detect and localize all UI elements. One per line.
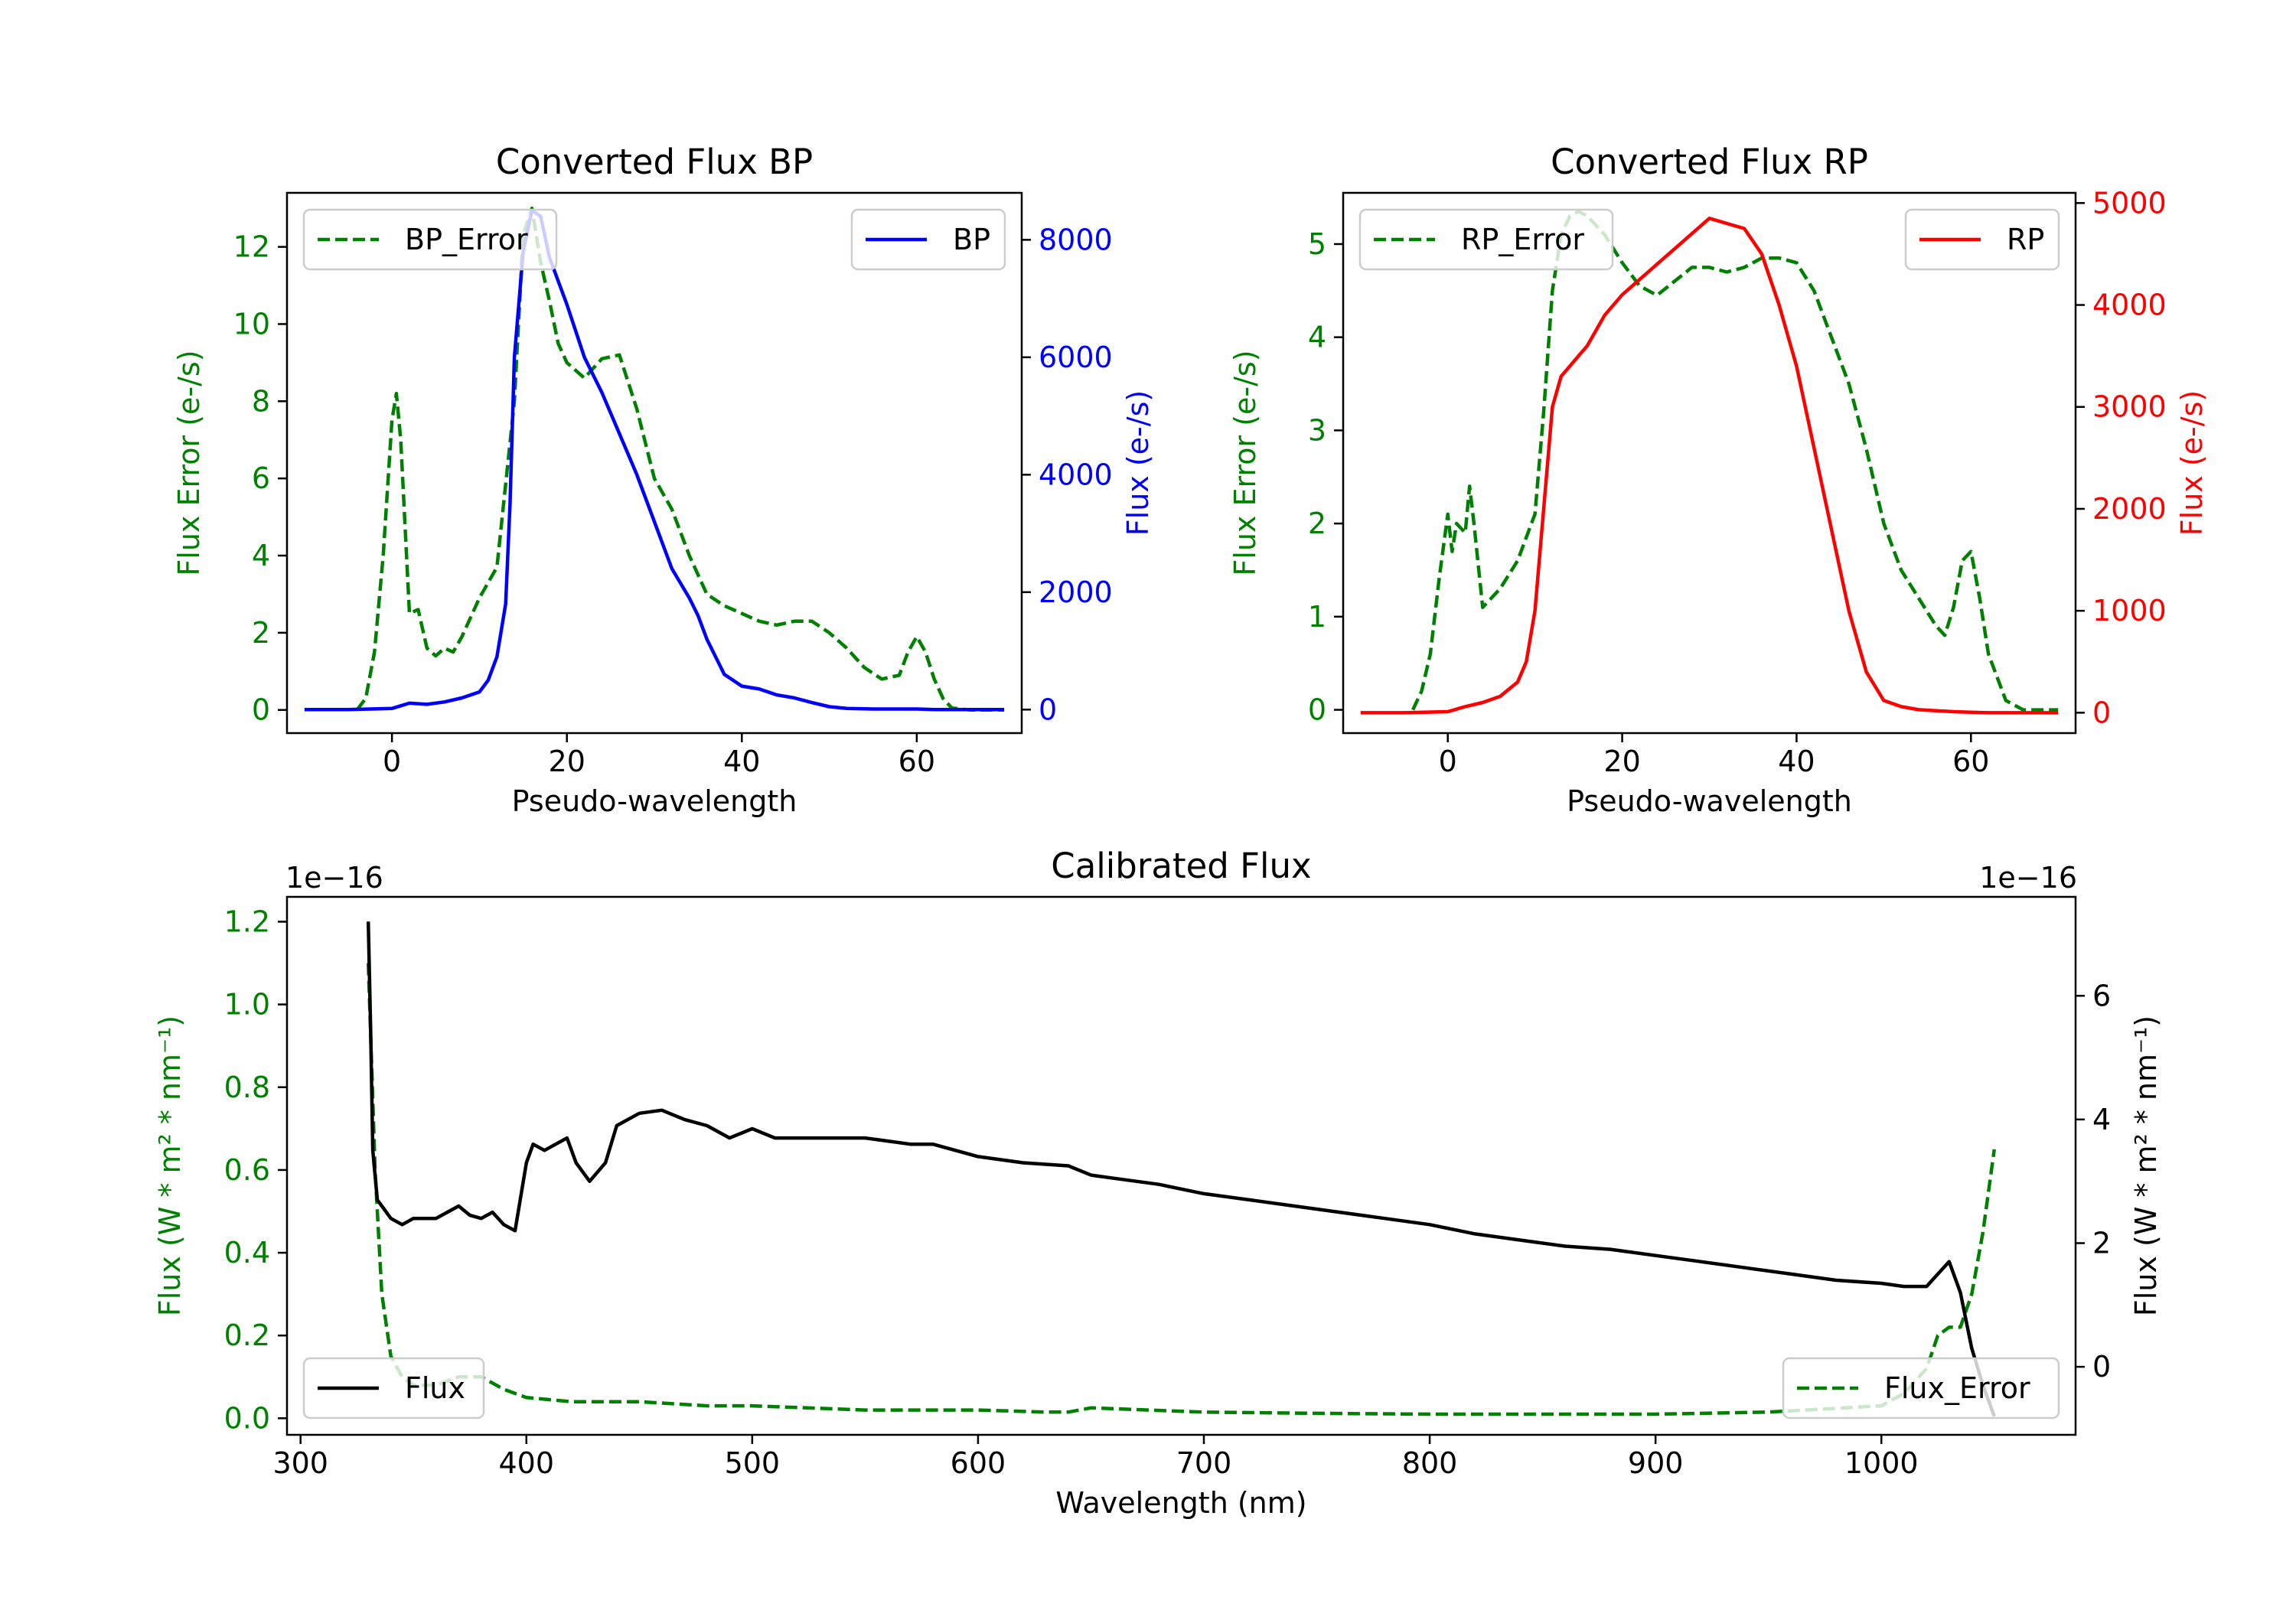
bp-legend-box (850, 208, 1006, 271)
rp-y-right-tick-label: 5000 (2092, 186, 2167, 220)
bp-y-right-tick-label: 8000 (1039, 223, 1113, 256)
bp-y-left-tick-label: 2 (252, 616, 270, 650)
calibrated-y-right-tick-label: 6 (2092, 979, 2111, 1012)
rp-legend-right: RP (1904, 208, 2060, 271)
rp-title: Converted Flux RP (1551, 142, 1868, 182)
rp-x-tick-label: 60 (1952, 745, 1989, 778)
bp-x-label: Pseudo-wavelength (512, 784, 797, 818)
rp-legend-label: RP (2007, 223, 2044, 256)
calibrated-y-right-tick-label: 4 (2092, 1103, 2111, 1136)
calibrated-legend-left: Flux (302, 1357, 485, 1420)
bp-title: Converted Flux BP (496, 142, 813, 182)
rp-y-right-label: Flux (e-/s) (2175, 390, 2209, 536)
rp-y-left-tick-label: 5 (1308, 227, 1326, 261)
calibrated-x-tick-label: 800 (1402, 1446, 1458, 1480)
bp-legend-label: BP_Error (405, 223, 528, 256)
rp-y-right-tick-label: 0 (2092, 696, 2111, 729)
rp-y-right-tick-label: 3000 (2092, 390, 2167, 424)
calibrated-x-tick-label: 400 (499, 1446, 555, 1480)
rp-series-rp (1360, 217, 2059, 715)
rp-y-right-tick-label: 2000 (2092, 492, 2167, 526)
rp-y-left-tick-label: 0 (1308, 693, 1326, 727)
calibrated-y-left-tick-label: 0.6 (224, 1153, 270, 1187)
calibrated-legend-label: Flux_Error (1884, 1371, 2030, 1405)
bp-y-left-tick-label: 0 (252, 693, 270, 727)
rp-axes-frame (1342, 191, 2077, 735)
calibrated-y-left-tick-label: 0.4 (224, 1236, 270, 1270)
bp-x-tick-label: 20 (549, 745, 585, 778)
calibrated-x-tick-label: 600 (951, 1446, 1006, 1480)
calibrated-offset-left: 1e−16 (285, 861, 383, 895)
bp-y-left-tick-label: 8 (252, 384, 270, 418)
calibrated-y-left-tick-label: 1.0 (224, 988, 270, 1022)
bp-x-tick-label: 0 (383, 745, 401, 778)
calibrated-y-left-label: Flux (W * m² * nm⁻¹) (153, 1015, 187, 1316)
calibrated-y-left-tick-label: 0.2 (224, 1319, 270, 1352)
bp-y-left-label: Flux Error (e-/s) (172, 350, 206, 575)
calibrated-x-tick-label: 300 (272, 1446, 328, 1480)
calibrated-x-tick-label: 1000 (1844, 1446, 1919, 1480)
calibrated-y-left-tick-label: 1.2 (224, 905, 270, 938)
bp-x-tick-label: 60 (899, 745, 935, 778)
calibrated-chart: 300 400 500 600 700 800 900 1000 0.0 0.2 0.4 0.6 0.8… (153, 846, 2163, 1520)
bp-y-right-tick-label: 6000 (1039, 341, 1113, 374)
bp-legend-left: BP_Error (302, 208, 558, 271)
rp-x-tick-label: 20 (1603, 745, 1640, 778)
rp-series-rp-error (1411, 210, 2059, 712)
calibrated-title: Calibrated Flux (1051, 846, 1311, 886)
bp-x-tick-label: 40 (723, 745, 760, 778)
rp-y-right-tick-label: 4000 (2092, 288, 2167, 322)
rp-y-left-label: Flux Error (e-/s) (1228, 350, 1262, 575)
calibrated-y-left-tick-label: 0.0 (224, 1401, 270, 1435)
calibrated-x-label: Wavelength (nm) (1055, 1486, 1306, 1520)
rp-y-left-tick-label: 2 (1308, 507, 1326, 540)
bp-legend-right: BP (850, 208, 1006, 271)
rp-x-tick-label: 0 (1439, 745, 1457, 778)
bp-y-left-tick-label: 6 (252, 461, 270, 495)
bp-y-left-tick-label: 10 (233, 307, 270, 341)
calibrated-series-flux (366, 921, 1996, 1417)
rp-chart: 0 20 40 60 0 1 2 3 4 5 0 1000 2000 3000 4000 5000 Conver… (1228, 142, 2209, 818)
rp-legend-label: RP_Error (1461, 223, 1584, 256)
calibrated-axes-frame (285, 895, 2077, 1436)
calibrated-legend-box (1782, 1357, 2060, 1420)
bp-legend-label: BP (953, 223, 990, 256)
bp-y-right-label: Flux (e-/s) (1121, 390, 1155, 536)
bp-axes-frame (285, 191, 1023, 735)
bp-y-right-tick-label: 0 (1039, 693, 1057, 726)
calibrated-x-tick-label: 700 (1176, 1446, 1232, 1480)
rp-legend-box (1904, 208, 2060, 271)
calibrated-offset-right: 1e−16 (1979, 861, 2077, 895)
bp-chart: 0 20 40 60 0 2 4 6 8 10 12 0 2000 4000 6000 8000 Convert… (172, 142, 1155, 818)
rp-y-left-tick-label: 1 (1308, 600, 1326, 634)
calibrated-y-left-tick-label: 0.8 (224, 1071, 270, 1104)
bp-y-left-tick-label: 4 (252, 539, 270, 572)
bp-series-bp (304, 208, 1005, 712)
calibrated-legend-box (302, 1357, 485, 1420)
bp-y-right-tick-label: 2000 (1039, 575, 1113, 609)
bp-legend-box (302, 208, 558, 271)
bp-y-left-tick-label: 12 (233, 230, 270, 264)
bp-series-bp-error (355, 206, 1005, 712)
calibrated-y-right-label: Flux (W * m² * nm⁻¹) (2129, 1015, 2163, 1316)
bp-y-right-tick-label: 4000 (1039, 458, 1113, 491)
rp-x-label: Pseudo-wavelength (1567, 784, 1852, 818)
calibrated-legend-label: Flux (405, 1371, 465, 1405)
rp-legend-left: RP_Error (1358, 208, 1614, 271)
calibrated-x-tick-label: 900 (1628, 1446, 1684, 1480)
rp-legend-box (1358, 208, 1614, 271)
calibrated-legend-right: Flux_Error (1782, 1357, 2060, 1420)
calibrated-y-right-tick-label: 2 (2092, 1227, 2111, 1260)
rp-y-left-tick-label: 4 (1308, 321, 1326, 354)
calibrated-y-right-tick-label: 0 (2092, 1350, 2111, 1384)
rp-x-tick-label: 40 (1778, 745, 1815, 778)
rp-y-right-tick-label: 1000 (2092, 594, 2167, 627)
calibrated-x-tick-label: 500 (725, 1446, 781, 1480)
rp-y-left-tick-label: 3 (1308, 413, 1326, 447)
